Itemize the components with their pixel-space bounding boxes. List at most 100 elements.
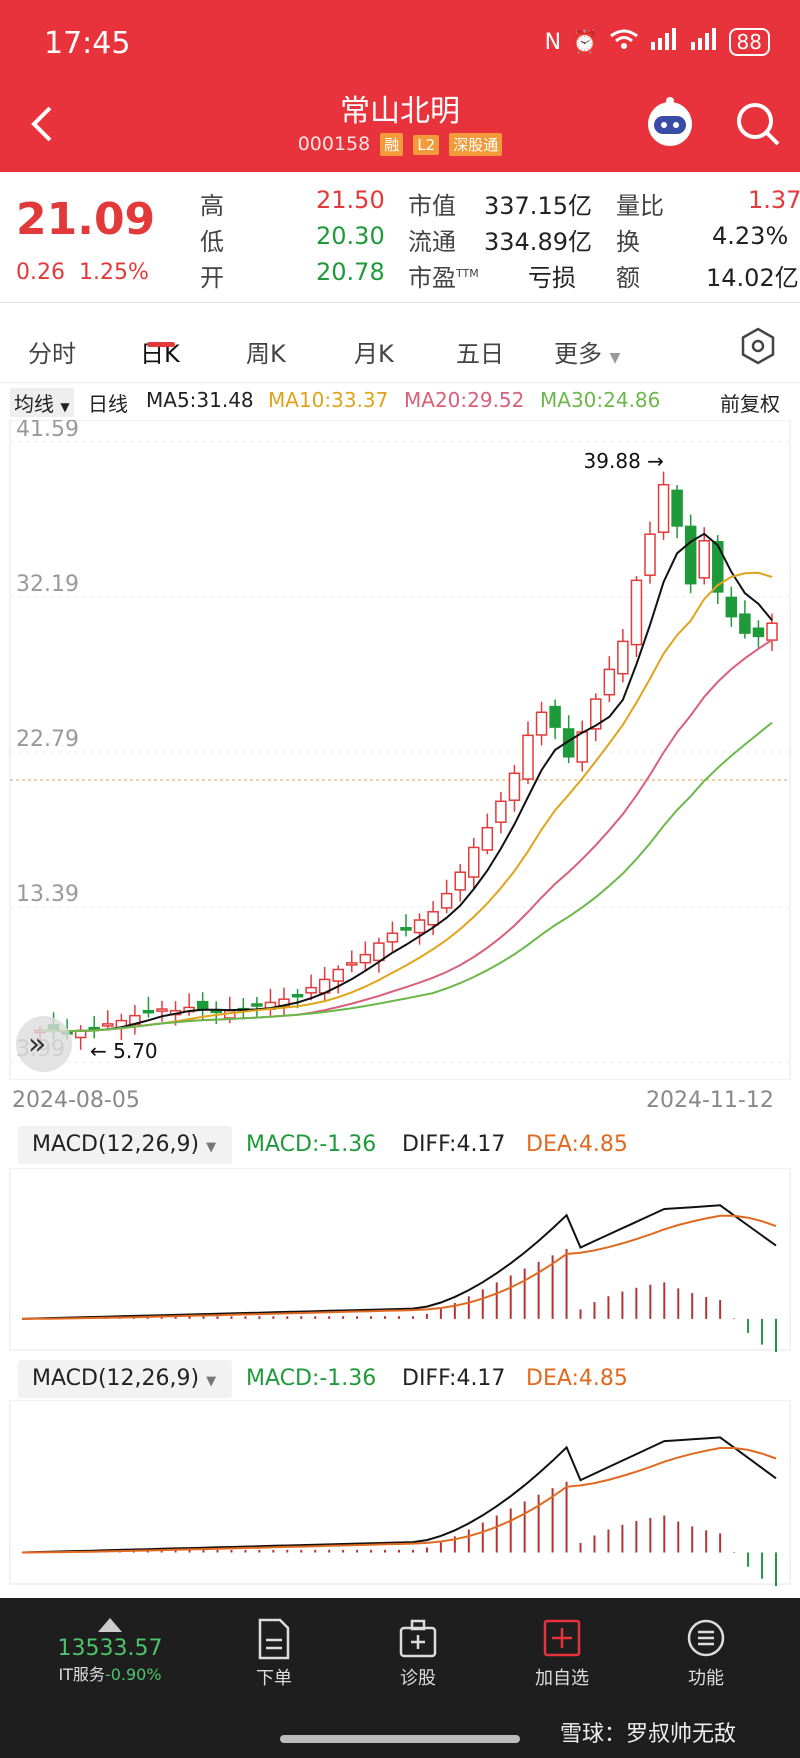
caret-up-icon <box>98 1618 122 1632</box>
candle-body <box>671 489 683 527</box>
macd-selector-1[interactable]: MACD(12,26,9) ▼ <box>18 1126 232 1164</box>
low-value: 20.30 <box>316 222 385 250</box>
candle-body <box>413 919 426 934</box>
home-indicator[interactable] <box>280 1735 520 1743</box>
macd-selector-2[interactable]: MACD(12,26,9) ▼ <box>18 1360 232 1398</box>
nav-functions[interactable]: 功能 <box>666 1618 746 1690</box>
low-annotation: ← 5.70 <box>90 1039 158 1063</box>
adjust-mode[interactable]: 前复权 <box>720 392 780 416</box>
candle-body <box>156 1008 168 1012</box>
high-label: 高 <box>200 192 224 220</box>
candle-body <box>752 627 765 638</box>
robot-assistant-icon[interactable] <box>644 96 696 148</box>
candle-body <box>535 711 548 736</box>
macd-frame <box>9 1400 791 1585</box>
macd-value-1: MACD:-1.36 <box>246 1132 377 1157</box>
candle-body <box>712 541 724 593</box>
tab-intraday[interactable]: 分时 <box>28 340 76 368</box>
volume-ratio-label: 量比 <box>616 192 664 220</box>
low-label: 低 <box>200 228 224 256</box>
candle-body <box>725 596 738 618</box>
candle-body <box>359 953 372 964</box>
diff-line <box>21 1204 777 1320</box>
tab-more[interactable]: 更多 ▼ <box>554 340 621 368</box>
candle-body <box>373 942 385 962</box>
mcap-label: 市值 <box>408 192 456 220</box>
dea-line <box>21 1447 777 1554</box>
candle-body <box>766 622 778 641</box>
index-value: 13533.57 <box>57 1636 163 1661</box>
candle-body <box>576 731 588 763</box>
y-tick-label: 41.59 <box>16 420 79 442</box>
candle-body <box>291 993 304 998</box>
stock-code-line: 000158 融 L2 深股通 <box>0 133 800 156</box>
back-icon[interactable] <box>28 104 56 144</box>
macd-chart-2 <box>9 1400 791 1586</box>
status-time: 17:45 <box>44 26 131 61</box>
expand-button[interactable] <box>16 1016 72 1072</box>
candle-body <box>332 968 344 982</box>
start-date: 2024-08-05 <box>12 1088 140 1113</box>
macd-chart-1 <box>9 1168 791 1352</box>
candle-body <box>400 927 412 931</box>
dea-line <box>21 1214 777 1320</box>
tag-l2: L2 <box>413 135 440 155</box>
candle-body <box>468 846 480 878</box>
candle-body <box>657 483 670 534</box>
candle-body <box>346 962 358 966</box>
tab-weekly-k[interactable]: 周K <box>246 340 286 368</box>
ma-legend: 均线 ▼ 日线 MA5:31.48 MA10:33.37 MA20:29.52 … <box>0 384 800 418</box>
tab-five-day[interactable]: 五日 <box>456 340 504 368</box>
active-tab-underline <box>147 342 175 347</box>
pe-label: 市盈TTM <box>408 264 479 292</box>
nav-order[interactable]: 下单 <box>234 1618 314 1690</box>
dropdown-icon: ▼ <box>609 350 621 366</box>
stock-code: 000158 <box>297 133 371 155</box>
tab-daily-k[interactable]: 日K <box>140 340 180 368</box>
turnover-value: 4.23% <box>712 222 789 250</box>
candle-body <box>251 1003 263 1007</box>
dea-value-2: DEA:4.85 <box>526 1366 628 1391</box>
candle-body <box>102 1023 114 1027</box>
candle-body <box>603 668 616 696</box>
y-tick-label: 13.39 <box>16 882 79 907</box>
tag-shenzhen-connect: 深股通 <box>449 133 503 156</box>
tab-monthly-k[interactable]: 月K <box>354 340 394 368</box>
candle-body <box>590 698 602 730</box>
battery-indicator: 88 <box>728 28 770 56</box>
chart-frame <box>9 420 791 1080</box>
pe-value: 亏损 <box>528 264 576 292</box>
candle-body <box>454 871 466 891</box>
price-change: 0.26 1.25% <box>16 260 149 285</box>
bottom-nav: 13533.57 IT服务-0.90% 下单 诊股 加自选 功能 <box>0 1598 800 1758</box>
y-tick-label: 22.79 <box>16 727 79 752</box>
nav-add-watchlist[interactable]: 加自选 <box>522 1618 602 1690</box>
settings-hexagon-icon[interactable] <box>738 326 778 366</box>
index-change-line: IT服务-0.90% <box>58 1665 162 1684</box>
ma5-line <box>40 532 773 1033</box>
signal-icon-2 <box>689 28 719 56</box>
candle-body <box>630 579 643 646</box>
nfc-icon: N <box>544 29 562 55</box>
menu-circle-icon <box>687 1619 725 1657</box>
medical-kit-icon <box>399 1619 437 1658</box>
ma-type: 日线 <box>88 392 128 416</box>
candle-body <box>617 640 629 675</box>
double-chevron-icon: » <box>28 1027 46 1062</box>
candle-body <box>549 705 561 728</box>
diff-value-1: DIFF:4.17 <box>402 1132 506 1157</box>
last-price: 21.09 <box>16 194 156 245</box>
nav-diagnose[interactable]: 诊股 <box>378 1618 458 1690</box>
candle-body <box>142 1009 155 1014</box>
candle-body <box>562 728 575 758</box>
turnover-label: 换 <box>616 228 640 256</box>
ma-selector[interactable]: 均线 ▼ <box>10 388 74 417</box>
index-ticker[interactable]: 13533.57 IT服务-0.90% <box>40 1618 180 1685</box>
high-value: 21.50 <box>316 186 385 214</box>
diff-value-2: DIFF:4.17 <box>402 1366 506 1391</box>
candle-body <box>698 540 710 579</box>
candle-body <box>440 892 453 909</box>
search-icon[interactable] <box>734 100 782 148</box>
status-icons: N ⏰ 88 <box>545 28 770 56</box>
